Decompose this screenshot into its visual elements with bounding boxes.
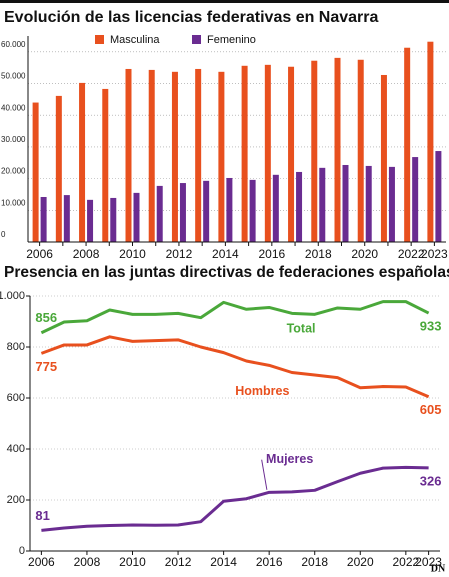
- y-tick-label: 1.000: [0, 290, 25, 302]
- bar: [388, 166, 395, 242]
- logo: DN: [431, 563, 446, 574]
- y-tick-label: 200: [7, 494, 25, 506]
- bar: [319, 167, 326, 242]
- bar: [404, 47, 411, 243]
- bar: [40, 196, 47, 242]
- data-label: 605: [420, 402, 442, 417]
- series-line: [41, 465, 429, 532]
- x-tick-label: 2010: [119, 555, 146, 569]
- data-label: 326: [420, 473, 442, 488]
- bar: [264, 64, 271, 242]
- x-tick-label: 2020: [351, 247, 378, 261]
- data-label: 856: [35, 310, 57, 325]
- chart-title: Evolución de las licencias federativas e…: [4, 9, 379, 26]
- legend-label: Femenino: [207, 34, 256, 46]
- bar: [226, 177, 233, 242]
- bar: [55, 95, 62, 242]
- x-tick-label: 2022: [392, 555, 419, 569]
- bar: [435, 151, 442, 242]
- chart-title: Presencia en las juntas directivas de fe…: [4, 264, 449, 281]
- x-tick-label: 2016: [258, 247, 285, 261]
- y-tick-label: 800: [7, 341, 25, 353]
- bar: [365, 165, 372, 242]
- y-tick-label: 40.000: [1, 103, 26, 112]
- x-tick-label: 2023: [421, 247, 448, 261]
- bar: [218, 71, 225, 242]
- data-label: 775: [35, 359, 57, 374]
- bar: [296, 171, 303, 242]
- bar: [179, 183, 186, 242]
- x-tick-label: 2018: [301, 555, 328, 569]
- y-tick-label: 600: [7, 392, 25, 404]
- series-label: Hombres: [235, 384, 289, 398]
- x-tick-label: 2006: [28, 555, 55, 569]
- bar: [311, 60, 318, 242]
- bar: [156, 185, 163, 242]
- bar: [249, 179, 256, 242]
- x-tick-label: 2008: [73, 247, 100, 261]
- bar: [241, 65, 248, 242]
- x-tick-label: 2010: [119, 247, 146, 261]
- y-tick-label: 0: [1, 230, 6, 239]
- label-leader: [261, 459, 268, 490]
- data-label: 81: [35, 508, 49, 523]
- y-tick-label: 50.000: [1, 72, 26, 81]
- bar: [427, 41, 434, 242]
- bar: [133, 192, 140, 242]
- data-label: 933: [420, 319, 442, 334]
- x-tick-label: 2006: [26, 247, 53, 261]
- x-tick-label: 2012: [165, 555, 192, 569]
- x-tick-label: 2014: [212, 247, 239, 261]
- bar: [288, 66, 295, 242]
- bar: [87, 199, 94, 242]
- bar: [125, 68, 132, 243]
- x-tick-label: 2018: [305, 247, 332, 261]
- bar: [272, 174, 279, 242]
- y-tick-label: 0: [19, 545, 25, 557]
- series-line: [40, 335, 430, 399]
- bar: [334, 57, 341, 242]
- x-tick-label: 2014: [210, 555, 237, 569]
- bar: [171, 71, 178, 242]
- series-label: Total: [287, 321, 316, 335]
- series-line: [40, 300, 430, 335]
- bar: [110, 197, 117, 242]
- y-tick-label: 400: [7, 443, 25, 455]
- x-tick-label: 2023: [415, 555, 442, 569]
- x-tick-label: 2016: [256, 555, 283, 569]
- x-tick-label: 2012: [166, 247, 193, 261]
- legend-swatch: [192, 35, 201, 44]
- bar: [79, 82, 86, 242]
- x-tick-label: 2020: [347, 555, 374, 569]
- series-label: Mujeres: [266, 452, 313, 466]
- legend-label: Masculina: [110, 34, 160, 46]
- x-tick-label: 2008: [74, 555, 101, 569]
- bar: [203, 180, 210, 242]
- bar: [412, 157, 419, 242]
- bar: [32, 102, 39, 242]
- x-tick-label: 2022: [398, 247, 425, 261]
- y-tick-label: 60.000: [1, 40, 26, 49]
- y-tick-label: 30.000: [1, 135, 26, 144]
- legend-swatch: [95, 35, 104, 44]
- bar: [195, 68, 202, 243]
- y-tick-label: 20.000: [1, 167, 26, 176]
- bar: [102, 88, 109, 243]
- bar: [380, 74, 387, 242]
- y-tick-label: 10.000: [1, 198, 26, 207]
- top-rule: [0, 0, 449, 3]
- bar: [148, 69, 155, 242]
- bar: [357, 59, 364, 243]
- bar: [342, 164, 349, 242]
- bar: [63, 195, 70, 242]
